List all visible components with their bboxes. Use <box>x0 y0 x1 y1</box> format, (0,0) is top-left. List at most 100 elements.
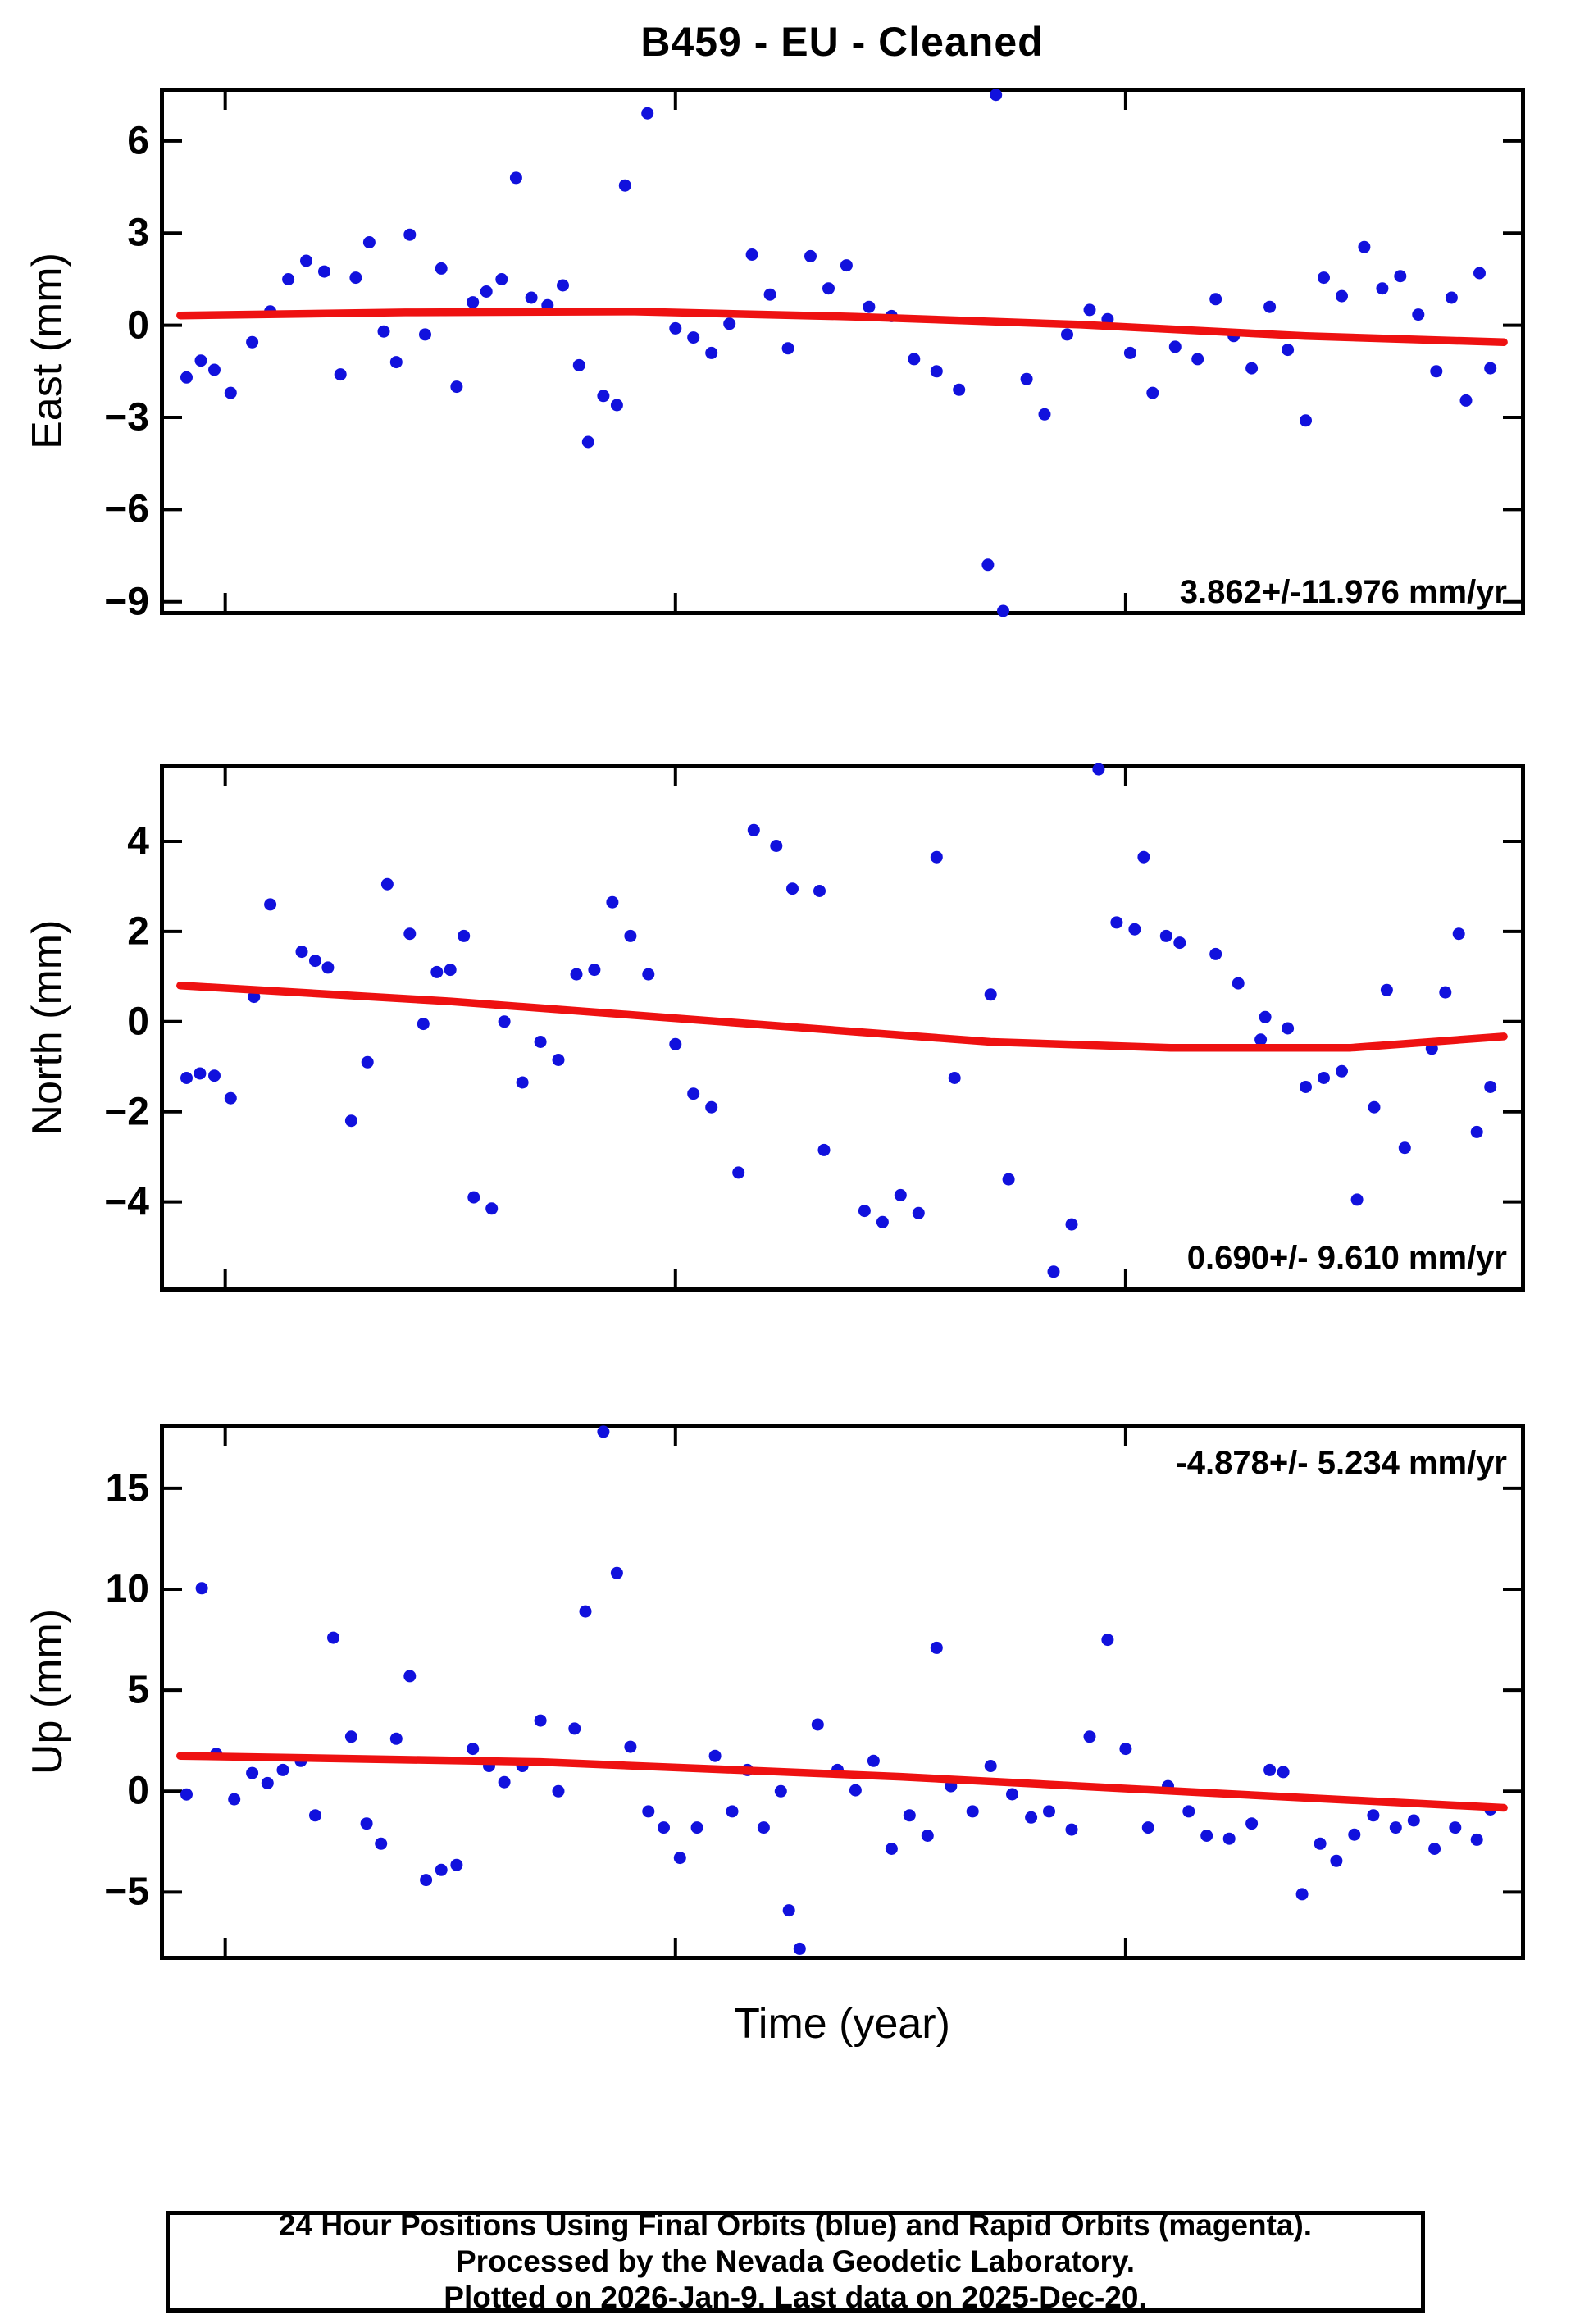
data-point <box>642 1805 655 1818</box>
data-point <box>641 107 654 120</box>
data-point <box>726 1805 739 1818</box>
data-point <box>817 1143 831 1156</box>
data-point <box>588 964 601 977</box>
data-point <box>1200 1830 1213 1842</box>
data-point <box>1123 346 1136 359</box>
y-tick-label-east: 6 <box>127 119 149 163</box>
data-point <box>1367 1809 1380 1822</box>
data-point <box>1232 977 1245 990</box>
data-point <box>419 328 431 341</box>
data-point <box>1191 353 1204 366</box>
data-point <box>687 1087 700 1100</box>
data-point <box>180 1072 193 1084</box>
y-tick-label-up: 0 <box>127 1769 149 1813</box>
y-tick-label-up: 5 <box>127 1668 149 1712</box>
data-point <box>1484 1081 1497 1093</box>
x-axis-label: Time (year) <box>734 2000 950 2048</box>
data-point <box>525 291 538 304</box>
page-title: B459 - EU - Cleaned <box>640 19 1044 65</box>
data-point <box>552 1784 565 1798</box>
data-point <box>903 1809 916 1822</box>
data-point <box>1092 763 1105 776</box>
data-point <box>811 1718 824 1731</box>
data-point <box>450 1858 463 1871</box>
data-point <box>458 929 471 942</box>
data-point <box>581 435 594 449</box>
data-point <box>1173 936 1186 950</box>
caption-line-orbits: 24 Hour Positions Using Final Orbits (bl… <box>278 2208 1313 2242</box>
data-point <box>194 1067 207 1080</box>
data-point <box>1245 1817 1259 1830</box>
data-point <box>403 1670 417 1683</box>
data-point <box>1368 1100 1381 1114</box>
data-point <box>1452 927 1465 941</box>
data-point <box>480 285 493 298</box>
data-point <box>420 1874 433 1887</box>
data-point <box>380 877 394 891</box>
data-point <box>1047 1265 1060 1278</box>
data-point <box>782 1904 795 1917</box>
data-point <box>1020 372 1033 385</box>
data-point <box>568 1722 581 1735</box>
data-point <box>246 1766 259 1779</box>
data-point <box>495 273 508 285</box>
data-point <box>1159 929 1172 942</box>
data-point <box>1428 1843 1441 1855</box>
data-point <box>467 1191 480 1204</box>
rate-annotation-north: 0.690+/- 9.610 mm/yr <box>1186 1240 1507 1276</box>
data-point <box>669 1037 682 1050</box>
trend-line <box>176 308 1508 347</box>
data-point <box>309 1809 321 1822</box>
data-point <box>705 1100 718 1114</box>
data-point <box>804 249 817 262</box>
trend-line <box>176 1752 1508 1812</box>
data-point <box>180 371 193 384</box>
y-tick-label-north: 2 <box>127 909 149 954</box>
y-tick-label-north: 4 <box>127 819 149 864</box>
data-point <box>745 248 758 261</box>
caption-line-processed: Processed by the Nevada Geodetic Laborat… <box>456 2244 1135 2278</box>
data-point <box>953 383 966 396</box>
data-point <box>1277 1766 1290 1779</box>
data-point <box>793 1942 806 1955</box>
data-point <box>840 259 853 272</box>
data-point <box>579 1605 592 1618</box>
data-point <box>1398 1141 1411 1155</box>
data-point <box>885 1843 898 1855</box>
data-point <box>1282 344 1295 357</box>
panel-frame-east <box>160 88 1525 615</box>
panel-frame-up <box>160 1424 1525 1960</box>
data-point <box>858 1205 871 1218</box>
data-point <box>1348 1828 1361 1841</box>
data-point <box>309 955 321 968</box>
rate-annotation-up: -4.878+/- 5.234 mm/yr <box>1176 1445 1507 1481</box>
data-point <box>876 1215 889 1228</box>
data-point <box>349 271 362 285</box>
data-point <box>572 358 585 371</box>
data-point <box>747 823 760 836</box>
data-point <box>597 1425 610 1438</box>
data-point <box>516 1076 529 1089</box>
data-point <box>1209 947 1222 960</box>
data-point <box>1083 1730 1096 1743</box>
data-point <box>624 929 637 942</box>
y-tick-label-north: −2 <box>104 1090 149 1134</box>
data-point <box>344 1114 357 1128</box>
data-point <box>1389 1821 1402 1834</box>
data-point <box>642 968 655 981</box>
trend-line <box>176 982 1508 1052</box>
data-point <box>1146 386 1159 399</box>
data-point <box>1025 1811 1038 1824</box>
data-point <box>1295 1888 1309 1901</box>
data-point <box>570 968 583 981</box>
data-point <box>610 399 623 412</box>
rate-annotation-east: 3.862+/-11.976 mm/yr <box>1179 574 1507 610</box>
data-point <box>1380 983 1393 996</box>
data-point <box>377 325 390 338</box>
data-point <box>485 1202 499 1215</box>
data-point <box>687 331 700 344</box>
data-point <box>863 300 876 313</box>
data-point <box>557 279 569 292</box>
caption-line-plotted: Plotted on 2026-Jan-9. Last data on 2025… <box>444 2281 1147 2314</box>
data-point <box>1119 1743 1132 1756</box>
